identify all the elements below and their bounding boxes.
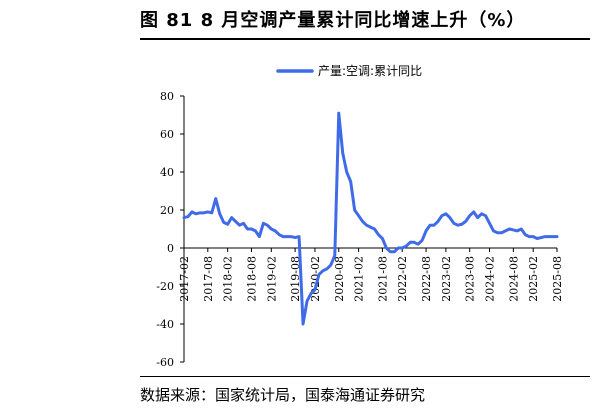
x-tick-label: 2018-08 (245, 256, 258, 302)
footer-rule (140, 376, 590, 377)
x-tick-label: 2020-08 (333, 256, 346, 302)
title-underline (140, 38, 590, 40)
x-tick-label: 2022-08 (420, 256, 433, 302)
y-tick-label: 0 (167, 242, 174, 255)
x-tick-label: 2019-02 (265, 256, 278, 302)
x-tick-label: 2017-08 (202, 256, 215, 302)
series-line (182, 111, 559, 326)
x-tick-label: 2024-08 (507, 256, 520, 302)
x-tick-label: 2024-02 (484, 256, 497, 302)
x-tick-label: 2017-02 (178, 256, 191, 302)
y-tick-label: -20 (156, 280, 174, 293)
x-tick-label: 2025-08 (551, 256, 564, 302)
x-tick-label: 2021-02 (353, 256, 366, 302)
x-tick-label: 2021-08 (376, 256, 389, 302)
y-tick-label: -40 (156, 318, 174, 331)
y-axis-ticks: -60 -40 -20 0 20 40 60 80 (156, 90, 184, 369)
x-tick-label: 2020-02 (309, 256, 322, 302)
x-tick-label: 2023-08 (464, 256, 477, 302)
y-tick-label: 20 (160, 204, 174, 217)
legend-label: 产量:空调:累计同比 (318, 64, 422, 78)
y-tick-label: 40 (160, 166, 174, 179)
x-axis-ticks: 2017-02 2017-08 2018-02 2018-08 2019-02 2019-… (178, 248, 564, 302)
x-tick-label: 2025-02 (527, 256, 540, 302)
y-tick-label: 80 (160, 90, 174, 103)
chart-title: 图 81 8 月空调产量累计同比增速上升（%） (140, 10, 526, 31)
x-tick-label: 2018-02 (222, 256, 235, 302)
x-tick-label: 2023-02 (440, 256, 453, 302)
y-tick-label: 60 (160, 128, 174, 141)
x-tick-label: 2019-08 (289, 256, 302, 302)
y-tick-label: -60 (156, 356, 174, 369)
x-tick-label: 2022-02 (396, 256, 409, 302)
chart-axes (183, 96, 557, 362)
data-source: 数据来源：国家统计局，国泰海通证券研究 (140, 386, 426, 404)
series-layer (182, 111, 559, 326)
legend: 产量:空调:累计同比 (276, 64, 422, 78)
